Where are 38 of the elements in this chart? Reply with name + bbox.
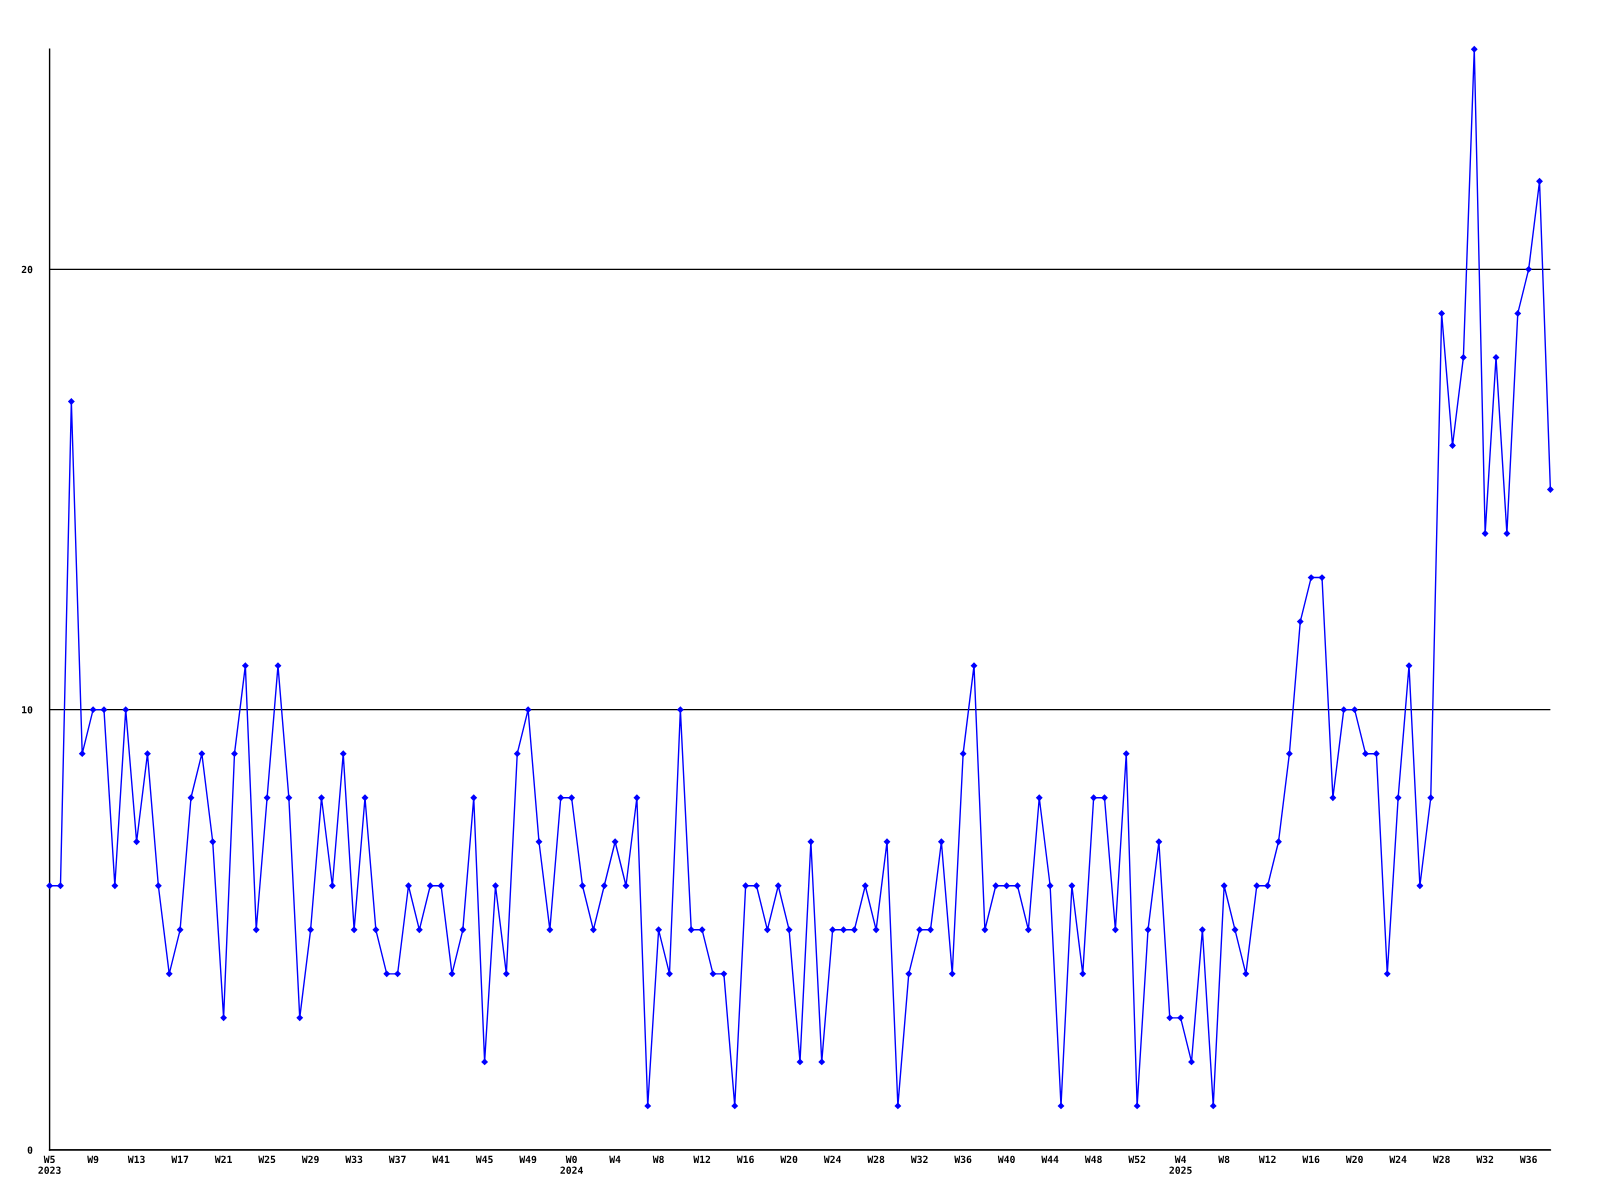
x-tick-label: W20 bbox=[780, 1155, 798, 1164]
x-tick-label: W33 bbox=[345, 1155, 363, 1164]
x-tick-label: W24 bbox=[1389, 1155, 1407, 1163]
x-tick-label: W28 bbox=[1432, 1155, 1450, 1164]
x-tick-label: W49 bbox=[519, 1155, 537, 1164]
x-tick-label: W12 bbox=[693, 1155, 711, 1163]
x-tick-label: W4 2025 bbox=[1169, 1155, 1192, 1174]
x-tick-label: W36 bbox=[954, 1155, 972, 1164]
x-tick-label: W32 bbox=[910, 1155, 928, 1164]
x-tick-label: W17 bbox=[171, 1155, 189, 1163]
x-tick-label: W32 bbox=[1476, 1155, 1494, 1164]
x-tick-label: W16 bbox=[1302, 1155, 1320, 1164]
x-tick-label: W52 bbox=[1128, 1155, 1146, 1164]
x-tick-label: W37 bbox=[388, 1155, 406, 1164]
x-tick-label: W16 bbox=[736, 1155, 754, 1164]
x-tick-label: W9 bbox=[87, 1155, 99, 1164]
y-tick-label: 0 bbox=[27, 1146, 33, 1154]
x-tick-label: W4 bbox=[609, 1155, 621, 1163]
y-tick-label: 10 bbox=[22, 706, 33, 714]
x-tick-label: W12 bbox=[1258, 1155, 1276, 1163]
x-tick-label: W44 bbox=[1041, 1155, 1059, 1163]
x-tick-label: W40 bbox=[997, 1155, 1015, 1164]
x-tick-label: W48 bbox=[1084, 1155, 1102, 1164]
y-tick-label: 20 bbox=[21, 265, 33, 274]
x-tick-label: W0 2024 bbox=[560, 1155, 583, 1174]
x-tick-label: W45 bbox=[475, 1155, 493, 1164]
x-tick-label: W24 bbox=[823, 1155, 841, 1163]
x-tick-label: W8 bbox=[1218, 1155, 1230, 1164]
x-tick-label: W8 bbox=[652, 1155, 664, 1164]
x-tick-label: W41 bbox=[432, 1155, 450, 1163]
x-tick-label: W5 2023 bbox=[38, 1155, 61, 1174]
x-tick-label: W28 bbox=[867, 1155, 885, 1164]
x-tick-label: W36 bbox=[1519, 1155, 1537, 1164]
x-tick-label: W20 bbox=[1345, 1155, 1363, 1164]
x-tick-label: W25 bbox=[258, 1155, 276, 1164]
x-tick-label: W21 bbox=[214, 1155, 232, 1163]
x-tick-label: W29 bbox=[301, 1155, 319, 1164]
x-tick-label: W13 bbox=[127, 1155, 145, 1164]
